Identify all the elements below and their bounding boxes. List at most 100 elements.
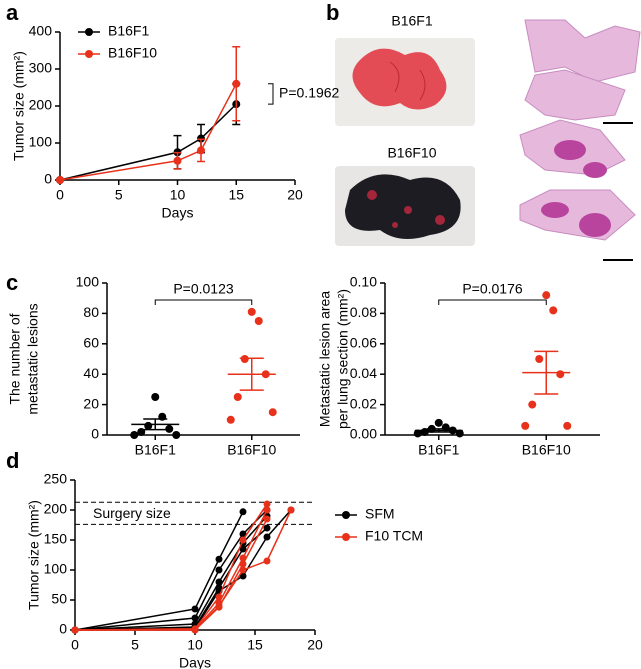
data-point [268, 408, 277, 417]
p-value: P=0.0123 [173, 281, 234, 297]
lung-photo [345, 174, 461, 239]
significance-bracket [154, 299, 253, 305]
histology [519, 19, 641, 241]
y-tick-label: 100 [44, 561, 68, 577]
data-point [563, 421, 572, 430]
legend-marker [342, 511, 350, 519]
x-axis-label: Days [179, 655, 211, 669]
y-tick-label: 0.04 [350, 365, 377, 381]
data-point [232, 79, 241, 88]
data-point [151, 393, 160, 401]
series-line [74, 511, 244, 631]
x-tick-label: 5 [131, 637, 139, 653]
data-point [254, 317, 263, 325]
metastasis [541, 140, 611, 237]
y-tick-label: 0 [91, 426, 99, 442]
panel-label: a [6, 0, 19, 25]
image-label: B16F1 [391, 13, 432, 29]
data-point [130, 431, 139, 439]
series-line [74, 509, 268, 631]
x-tick-label: 0 [56, 187, 64, 203]
sem-bar [239, 357, 264, 391]
panel-b-images: B16F1 B16F10 [335, 13, 641, 261]
data-point [215, 566, 223, 574]
data-point [173, 156, 182, 165]
y-tick-label: 0.08 [350, 304, 377, 320]
legend-label: B16F1 [108, 23, 149, 39]
p-value: P=0.1962 [279, 85, 340, 101]
data-point [556, 370, 565, 379]
legend-label: SFM [365, 506, 395, 522]
y-tick-label: 0 [44, 171, 52, 187]
data-point [263, 515, 271, 523]
data-point [226, 415, 235, 424]
p-value: P=0.0176 [462, 281, 523, 297]
y-tick-label: 400 [29, 23, 53, 39]
data-point [239, 530, 247, 538]
y-axis-label: per lung section (mm²) [335, 289, 351, 429]
y-tick-label: 60 [83, 335, 99, 351]
data-point [535, 355, 544, 363]
sem-bar [534, 350, 559, 395]
y-tick-label: 200 [29, 97, 53, 113]
x-tick-label: 15 [228, 187, 244, 203]
y-tick-label: 50 [51, 591, 67, 607]
y-tick-label: 0 [59, 621, 67, 637]
series-line [59, 83, 237, 181]
data-point [165, 424, 174, 433]
data-point [263, 500, 271, 508]
legend-label: B16F10 [108, 45, 157, 61]
x-tick-label: 5 [115, 187, 123, 203]
data-point [233, 393, 242, 401]
x-tick-label: 0 [71, 637, 79, 653]
data-point [521, 421, 530, 430]
data-point [542, 291, 551, 300]
y-tick-label: 80 [83, 304, 99, 320]
y-tick-label: 150 [44, 531, 68, 547]
y-axis-label: Tumor size (mm²) [26, 500, 42, 610]
data-point [239, 572, 247, 580]
data-point [144, 421, 153, 430]
significance-bracket [268, 83, 274, 105]
y-tick-label: 250 [44, 471, 68, 487]
data-point [455, 429, 464, 438]
data-point [191, 605, 199, 613]
x-tick-label: 20 [287, 187, 303, 203]
y-tick-label: 0.06 [350, 335, 377, 351]
data-point [263, 557, 271, 565]
data-point [197, 146, 205, 155]
y-tick-label: 0.00 [350, 426, 377, 442]
panel-label: c [6, 270, 18, 295]
x-tick-label: 20 [307, 637, 323, 653]
data-point [528, 400, 537, 409]
y-axis-label: Metastatic lesion area [317, 291, 333, 427]
x-tick-label: B16F10 [227, 442, 276, 458]
data-point [263, 533, 271, 541]
series-line [59, 103, 237, 181]
x-tick-label: B16F1 [135, 442, 176, 458]
image-label: B16F10 [387, 145, 436, 161]
x-tick-label: 10 [170, 187, 186, 203]
legend-marker [85, 50, 93, 58]
x-axis-label: Days [162, 205, 194, 221]
data-point [56, 176, 64, 184]
data-point [239, 508, 247, 516]
x-tick-label: B16F10 [522, 442, 571, 458]
data-point [172, 431, 181, 439]
data-point [240, 355, 249, 363]
reference-annotation: Surgery size [93, 505, 171, 521]
data-point [71, 626, 79, 634]
y-tick-label: 0.02 [350, 395, 377, 411]
panel-label: d [6, 448, 19, 473]
data-point [287, 506, 295, 514]
data-point [239, 560, 247, 568]
y-axis-label: metastatic lesions [25, 303, 41, 414]
data-point [263, 524, 271, 532]
data-point [434, 418, 443, 427]
y-tick-label: 100 [29, 134, 53, 150]
data-point [191, 626, 199, 634]
x-tick-label: B16F1 [418, 442, 459, 458]
y-tick-label: 20 [83, 395, 99, 411]
sem-bar [426, 428, 451, 433]
